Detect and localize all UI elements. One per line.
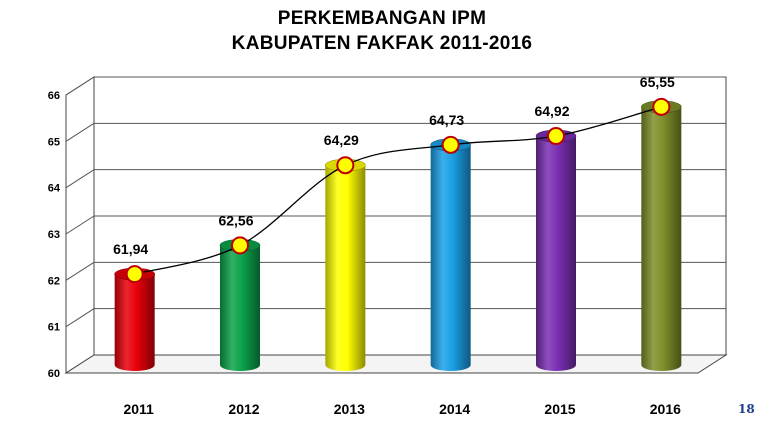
chart-title-line-1: PERKEMBANGAN IPM	[277, 8, 487, 29]
y-tick-label: 65	[48, 136, 60, 148]
y-tick-label: 66	[48, 90, 60, 102]
x-tick-label: 2016	[650, 401, 681, 417]
bar-body	[325, 165, 366, 371]
trend-marker	[652, 97, 671, 116]
bar-2012	[219, 239, 261, 371]
gridline-side	[65, 122, 95, 142]
y-axis-tick-labels: 60 61 62 63 64 65 66	[48, 90, 61, 380]
gridline-side	[65, 261, 95, 281]
page-number: 18	[738, 402, 755, 416]
y-tick-label: 64	[48, 183, 61, 195]
bar-body	[430, 144, 471, 371]
bar-2013	[325, 158, 366, 371]
trend-marker	[125, 265, 144, 284]
y-tick-label: 60	[48, 368, 60, 380]
chart-title: PERKEMBANGAN IPM KABUPATEN FAKFAK 2011-2…	[0, 6, 764, 56]
bar-2014	[430, 138, 471, 371]
gridline-side	[65, 215, 95, 235]
data-label: 62,56	[218, 212, 253, 228]
data-label: 64,29	[324, 132, 359, 148]
trend-marker	[336, 156, 355, 175]
data-label: 61,94	[113, 241, 148, 257]
floor	[64, 354, 728, 374]
data-labels: 61,94 62,56 64,29 64,73 64,92 65,55	[113, 74, 675, 257]
data-label: 65,55	[640, 74, 675, 90]
trend-marker	[547, 127, 565, 146]
x-tick-label: 2014	[439, 401, 470, 417]
x-axis-tick-labels: 2011 2012 2013 2014 2015 2016	[123, 401, 681, 417]
trend-line	[134, 106, 662, 275]
x-tick-label: 2011	[123, 401, 154, 417]
bar-body	[114, 274, 155, 371]
trend-line-layer	[125, 97, 671, 284]
bars	[114, 100, 682, 371]
bar-body	[220, 245, 260, 371]
trend-marker	[231, 236, 249, 255]
trend-marker	[441, 135, 460, 154]
x-tick-label: 2013	[334, 401, 365, 417]
gridline-side	[65, 308, 95, 328]
y-tick-label: 61	[48, 322, 60, 334]
bar-2016	[641, 100, 682, 371]
bar-2011	[114, 267, 155, 371]
y-tick-label: 63	[48, 229, 60, 241]
data-label: 64,73	[429, 112, 464, 128]
bar-body	[641, 106, 682, 371]
gridlines	[65, 76, 726, 328]
gridline-side	[65, 76, 95, 96]
gridline-side	[65, 169, 95, 189]
x-tick-label: 2015	[544, 401, 575, 417]
bar-2015	[535, 129, 577, 371]
x-tick-label: 2012	[228, 401, 259, 417]
y-tick-label: 62	[48, 275, 60, 287]
chart-walls	[64, 76, 728, 374]
data-label: 64,92	[534, 103, 569, 119]
bar-body	[536, 136, 576, 371]
chart-title-line-2: KABUPATEN FAKFAK 2011-2016	[231, 33, 533, 54]
